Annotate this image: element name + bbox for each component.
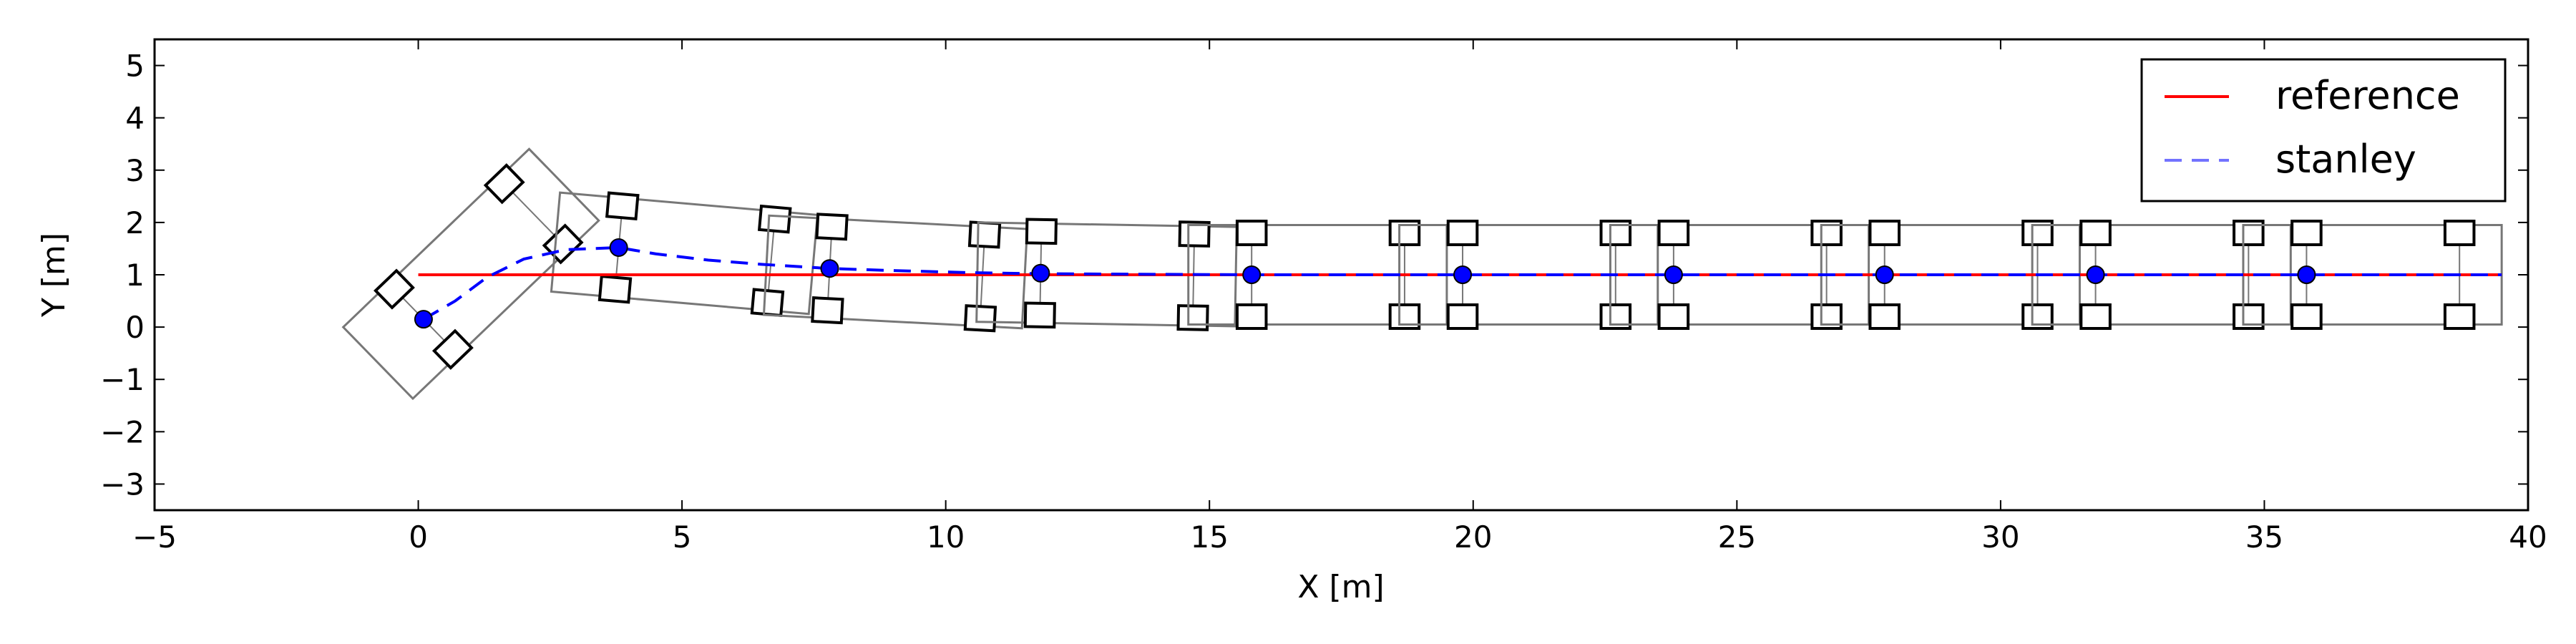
vehicle-wheel-front-left <box>759 206 790 232</box>
ticks-layer: −5 0 5 10 15 20 25 30 35 40 −3 −2 −1 0 1 2 3 4 5 <box>100 39 2547 555</box>
vehicle-2 <box>763 212 1028 332</box>
vehicle-wheel-rear-left <box>816 214 847 239</box>
vehicle-wheel-front-right <box>1812 305 1841 328</box>
data-point-3 <box>1031 263 1050 283</box>
legend-label-stanley: stanley <box>2275 137 2416 182</box>
y-tick-label-7: 4 <box>125 101 145 136</box>
data-point-6 <box>1664 265 1683 284</box>
y-tick-label-2: −1 <box>100 362 145 397</box>
vehicle-body <box>551 192 817 314</box>
x-tick-label-4: 15 <box>1190 519 1228 555</box>
vehicle-wheel-front-right <box>1178 306 1207 330</box>
x-tick-label-3: 10 <box>927 519 965 555</box>
x-tick-label-9: 40 <box>2509 519 2547 555</box>
vehicle-wheel-front-left <box>2445 221 2474 245</box>
vehicle-wheel-rear-right <box>1237 305 1267 328</box>
data-point-5 <box>1453 265 1473 284</box>
vehicle-wheel-rear-right <box>1448 305 1478 328</box>
vehicle-wheel-front-left <box>1601 221 1631 245</box>
data-point-2 <box>820 259 839 278</box>
vehicle-wheel-rear-left <box>1027 220 1056 244</box>
y-tick-label-1: −2 <box>100 414 145 449</box>
vehicle-wheel-front-left <box>486 165 523 203</box>
y-tick-label-6: 3 <box>125 153 145 188</box>
data-point-7 <box>1875 265 1894 284</box>
x-tick-label-5: 20 <box>1454 519 1492 555</box>
vehicle-wheel-rear-left <box>376 270 413 308</box>
data-point-9 <box>2297 265 2316 284</box>
data-point-4 <box>1242 265 1262 284</box>
vehicle-wheel-rear-right <box>812 298 842 323</box>
y-tick-label-5: 2 <box>125 205 145 240</box>
vehicle-wheel-rear-left <box>1237 221 1267 245</box>
series-line-stanley <box>422 245 2502 321</box>
vehicle-wheel-rear-right <box>600 276 630 302</box>
x-tick-label-1: 0 <box>409 519 428 555</box>
x-tick-label-8: 35 <box>2245 519 2283 555</box>
vehicle-wheel-rear-right <box>1870 305 1899 328</box>
data-point-1 <box>609 238 628 257</box>
vehicle-wheel-front-left <box>1180 222 1209 246</box>
vehicle-wheel-rear-left <box>2081 221 2110 245</box>
x-tick-label-6: 25 <box>1718 519 1756 555</box>
y-tick-label-0: −3 <box>100 467 145 502</box>
vehicle-wheel-front-right <box>2445 305 2474 328</box>
y-tick-label-8: 5 <box>125 49 145 84</box>
vehicle-wheel-rear-left <box>2292 221 2321 245</box>
y-tick-label-4: 1 <box>125 258 145 293</box>
vehicle-wheel-front-left <box>970 222 1000 247</box>
vehicle-wheel-rear-left <box>1659 221 1689 245</box>
vehicle-axle-front <box>504 184 563 244</box>
vehicle-axle-front <box>767 219 774 303</box>
vehicle-axle-front <box>980 235 985 318</box>
vehicle-wheel-rear-left <box>1870 221 1899 245</box>
vehicle-wheel-rear-left <box>1448 221 1478 245</box>
vehicle-wheel-front-right <box>752 290 783 316</box>
x-tick-label-7: 30 <box>1981 519 2019 555</box>
x-axis-label: X [m] <box>1297 569 1384 605</box>
legend-box <box>2140 58 2507 203</box>
vehicle-wheel-rear-right <box>434 331 472 368</box>
data-point-0 <box>414 310 433 329</box>
legend: reference stanley <box>2140 58 2507 203</box>
vehicle-wheel-rear-right <box>1025 303 1055 327</box>
legend-label-reference: reference <box>2275 73 2460 118</box>
y-axis-label: Y [m] <box>36 233 72 318</box>
y-tick-label-3: 0 <box>125 310 145 345</box>
x-tick-label-0: −5 <box>132 519 177 555</box>
vehicle-wheel-rear-right <box>1659 305 1689 328</box>
x-tick-label-2: 5 <box>673 519 692 555</box>
vehicle-body <box>343 149 599 399</box>
vehicle-wheel-rear-left <box>607 193 638 219</box>
vehicle-wheel-front-left <box>2234 221 2263 245</box>
vehicle-0 <box>341 146 602 401</box>
vehicle-wheel-rear-right <box>2081 305 2110 328</box>
markers-layer <box>414 238 2316 329</box>
vehicle-wheel-front-right <box>965 306 995 331</box>
vehicle-7 <box>1821 221 2079 328</box>
vehicle-3 <box>977 218 1237 330</box>
data-point-8 <box>2086 265 2105 284</box>
vehicle-wheel-rear-right <box>2292 305 2321 328</box>
